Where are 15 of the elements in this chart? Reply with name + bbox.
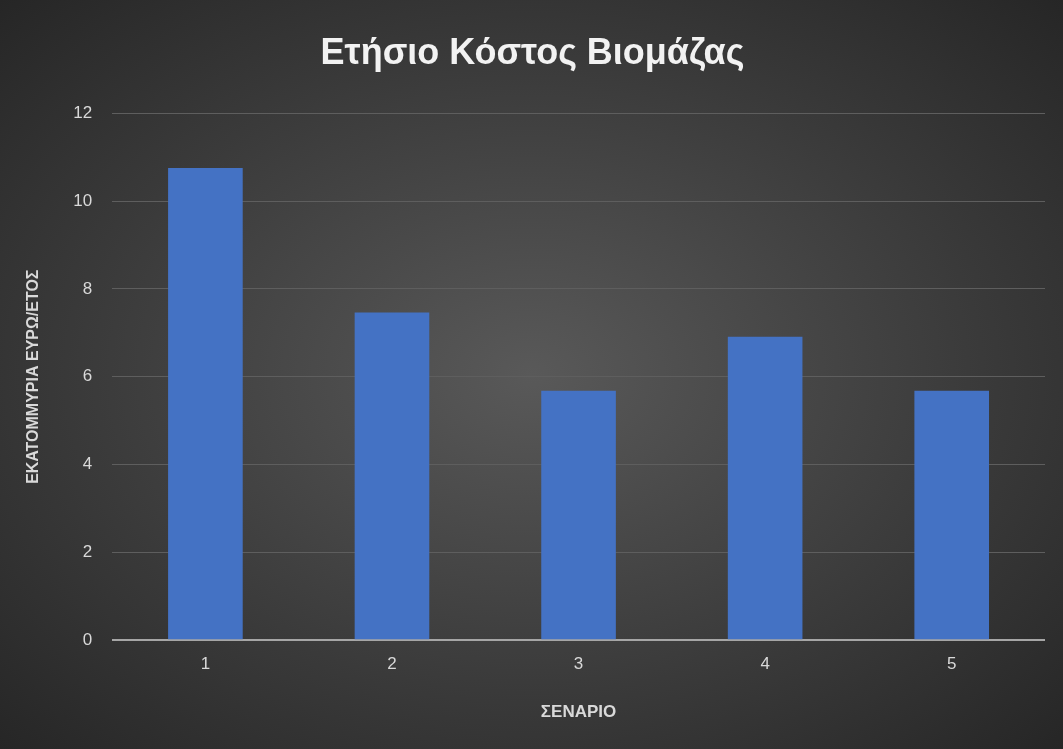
y-tick-label: 6 bbox=[82, 366, 93, 386]
chart-title: Ετήσιο Κόστος Βιομάζας bbox=[320, 30, 745, 72]
y-tick-label: 2 bbox=[82, 542, 93, 562]
x-tick-label: 5 bbox=[946, 654, 957, 674]
x-axis-title: ΣΕΝΑΡΙΟ bbox=[540, 702, 617, 722]
y-tick-label: 4 bbox=[82, 454, 93, 474]
x-tick-label: 3 bbox=[573, 654, 584, 674]
x-tick-label: 4 bbox=[760, 654, 770, 674]
y-tick-label: 8 bbox=[82, 278, 93, 298]
x-tick-label: 2 bbox=[387, 654, 397, 674]
y-tick-label: 12 bbox=[73, 102, 93, 122]
y-axis-title: ΕΚΑΤΟΜΜΥΡΙΑ ΕΥΡΩ/ΕΤΟΣ bbox=[24, 269, 42, 484]
x-tick-label: 1 bbox=[200, 654, 211, 674]
y-tick-label: 0 bbox=[82, 629, 93, 649]
y-tick-label: 10 bbox=[73, 190, 93, 210]
